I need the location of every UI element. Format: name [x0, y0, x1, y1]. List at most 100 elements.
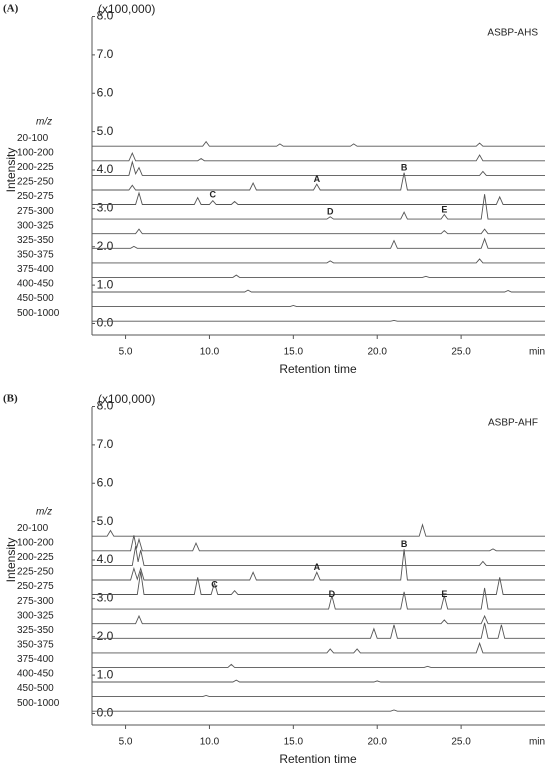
- x-tick-label: 15.0: [284, 737, 304, 748]
- x-tick-label: 25.0: [451, 737, 471, 748]
- y-unit: (x100,000): [98, 2, 155, 16]
- trace: [92, 160, 545, 176]
- peak-label: C: [210, 189, 217, 199]
- trace: [92, 695, 545, 698]
- series-label: 300-325: [17, 610, 54, 621]
- y-tick-label: 2.0: [97, 239, 114, 253]
- trace: [92, 305, 545, 308]
- series-label: 450-500: [17, 683, 54, 694]
- y-tick-label: 4.0: [97, 162, 114, 176]
- series-label: 350-375: [17, 640, 54, 651]
- y-tick-label: 5.0: [97, 514, 114, 528]
- legend-title: m/z: [36, 117, 52, 128]
- x-tick-label: 5.0: [119, 737, 133, 748]
- trace: [92, 194, 545, 220]
- panel-label: (B): [3, 393, 18, 405]
- series-label: 350-375: [17, 250, 54, 261]
- y-tick-label: 1.0: [97, 277, 114, 291]
- peak-label: A: [314, 174, 321, 184]
- y-tick-label: 8.0: [97, 399, 114, 413]
- x-unit: min: [529, 347, 545, 358]
- y-tick-label: 6.0: [97, 85, 114, 99]
- series-label: 275-300: [17, 596, 54, 607]
- y-unit: (x100,000): [98, 392, 155, 406]
- trace: [92, 237, 545, 249]
- series-label: 250-275: [17, 581, 54, 592]
- series-label: 300-325: [17, 220, 54, 231]
- peak-label: B: [401, 162, 408, 172]
- series-label: 400-450: [17, 279, 54, 290]
- trace: [92, 641, 545, 654]
- panel-title: ASBP-AHF: [488, 418, 538, 429]
- trace: [92, 319, 545, 322]
- trace: [92, 549, 545, 581]
- series-label: 325-350: [17, 625, 54, 636]
- x-tick-label: 10.0: [200, 737, 220, 748]
- peak-label: A: [314, 562, 321, 572]
- series-label: 500-1000: [17, 698, 60, 709]
- y-tick-label: 0.0: [97, 706, 114, 720]
- peak-label: B: [401, 539, 408, 549]
- x-tick-label: 15.0: [284, 347, 304, 358]
- trace: [92, 546, 545, 566]
- y-axis-label: Intensity: [4, 148, 18, 193]
- x-axis-label: Retention time: [279, 752, 357, 766]
- peak-label: D: [327, 207, 334, 217]
- series-label: 450-500: [17, 293, 54, 304]
- y-axis-label: Intensity: [4, 538, 18, 583]
- peak-label: E: [441, 589, 447, 599]
- series-label: 200-225: [17, 552, 54, 563]
- series-label: 375-400: [17, 654, 54, 665]
- series-label: 500-1000: [17, 308, 60, 319]
- trace: [92, 274, 545, 278]
- y-tick-label: 7.0: [97, 437, 114, 451]
- trace: [92, 622, 545, 639]
- x-tick-label: 25.0: [451, 347, 471, 358]
- y-tick-label: 8.0: [97, 9, 114, 23]
- panel-label: (A): [3, 3, 19, 15]
- trace: [92, 151, 545, 162]
- trace: [92, 663, 545, 668]
- y-tick-label: 5.0: [97, 124, 114, 138]
- trace: [92, 709, 545, 712]
- series-label: 375-400: [17, 264, 54, 275]
- trace: [92, 191, 545, 205]
- trace: [92, 679, 545, 683]
- trace: [92, 258, 545, 264]
- trace: [92, 587, 545, 610]
- series-label: 20-100: [17, 133, 49, 144]
- series-label: 20-100: [17, 523, 49, 534]
- trace: [92, 228, 545, 235]
- trace: [92, 289, 545, 293]
- x-unit: min: [529, 737, 545, 748]
- series-label: 325-350: [17, 235, 54, 246]
- series-label: 250-275: [17, 191, 54, 202]
- trace: [92, 523, 545, 537]
- y-tick-label: 3.0: [97, 591, 114, 605]
- y-tick-label: 1.0: [97, 667, 114, 681]
- series-label: 225-250: [17, 177, 54, 188]
- trace: [92, 140, 545, 147]
- x-tick-label: 10.0: [200, 347, 220, 358]
- y-tick-label: 6.0: [97, 475, 114, 489]
- x-axis-label: Retention time: [279, 362, 357, 376]
- series-label: 100-200: [17, 537, 54, 548]
- peak-label: C: [211, 579, 218, 589]
- x-tick-label: 5.0: [119, 347, 133, 358]
- trace: [92, 614, 545, 625]
- series-label: 225-250: [17, 567, 54, 578]
- y-tick-label: 3.0: [97, 201, 114, 215]
- x-tick-label: 20.0: [367, 737, 387, 748]
- y-tick-label: 4.0: [97, 552, 114, 566]
- legend-title: m/z: [36, 507, 52, 518]
- series-label: 200-225: [17, 162, 54, 173]
- x-tick-label: 20.0: [367, 347, 387, 358]
- trace: [92, 172, 545, 191]
- series-label: 400-450: [17, 669, 54, 680]
- y-tick-label: 7.0: [97, 47, 114, 61]
- y-tick-label: 2.0: [97, 629, 114, 643]
- trace: [92, 571, 545, 595]
- trace: [92, 535, 545, 552]
- panel-title: ASBP-AHS: [487, 28, 538, 39]
